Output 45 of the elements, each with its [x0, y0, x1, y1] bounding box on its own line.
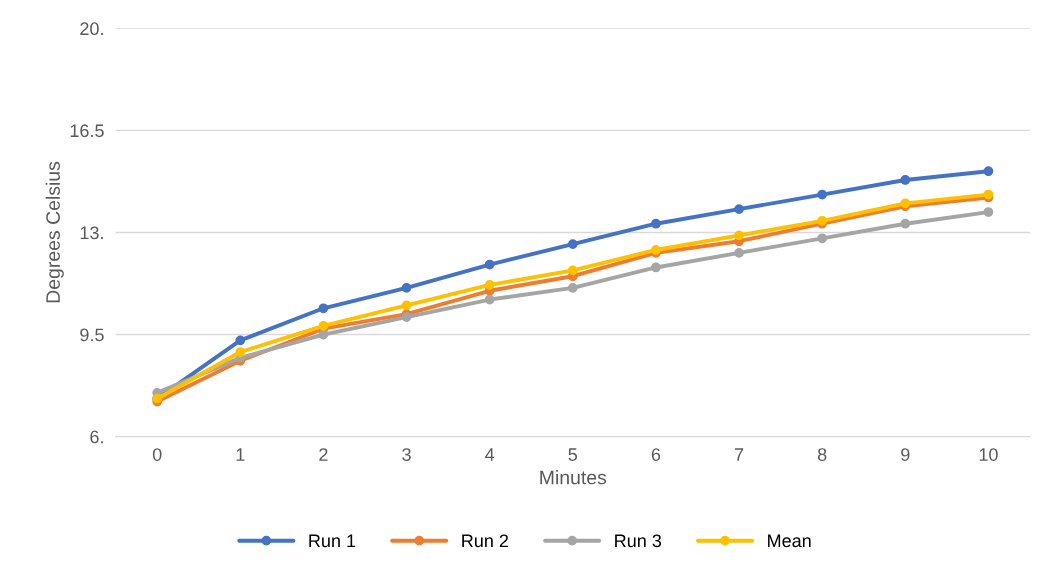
point	[651, 218, 661, 229]
point	[734, 204, 744, 215]
point	[484, 259, 495, 270]
point	[817, 233, 828, 244]
x-axis-title: Minutes	[540, 470, 607, 485]
legend-label: Run 2	[462, 534, 509, 548]
point	[900, 218, 911, 229]
x-tick-label: 0	[152, 448, 162, 461]
y-tick-label: 6.	[90, 430, 103, 444]
x-tick-label: 1	[236, 448, 245, 461]
y-axis-title: Degrees Celsius	[45, 161, 64, 303]
point	[817, 189, 828, 200]
legend-label: Run 3	[615, 534, 662, 548]
x-tick-label: 3	[402, 448, 411, 461]
point	[900, 175, 911, 185]
x-tick-label: 4	[485, 448, 495, 461]
legend-label: Run 1	[309, 534, 356, 548]
x-tick-label: 2	[319, 448, 328, 461]
point	[318, 329, 329, 340]
x-tick-label: 10	[979, 448, 998, 461]
point	[235, 335, 246, 346]
point	[318, 303, 329, 314]
point	[734, 248, 744, 258]
y-tick-label: 9.5	[80, 328, 104, 342]
x-tick-label: 5	[568, 448, 578, 461]
point	[983, 166, 994, 177]
point	[567, 239, 578, 249]
x-tick-label: 9	[901, 448, 910, 461]
point	[484, 280, 495, 290]
point	[983, 207, 994, 217]
point	[484, 294, 495, 305]
y-tick-label: 16.5	[70, 124, 104, 138]
point	[651, 262, 661, 273]
y-tick-label: 20.	[80, 22, 103, 36]
x-tick-label: 6	[651, 448, 661, 461]
point	[567, 265, 578, 276]
legend-label: Mean	[768, 534, 811, 548]
x-tick-label: 8	[817, 448, 827, 461]
point	[235, 347, 246, 357]
point	[401, 300, 412, 311]
point	[567, 283, 578, 293]
point	[734, 230, 744, 241]
x-tick-label: 7	[734, 448, 744, 461]
y-tick-label: 13.	[80, 226, 103, 240]
point	[401, 283, 412, 293]
